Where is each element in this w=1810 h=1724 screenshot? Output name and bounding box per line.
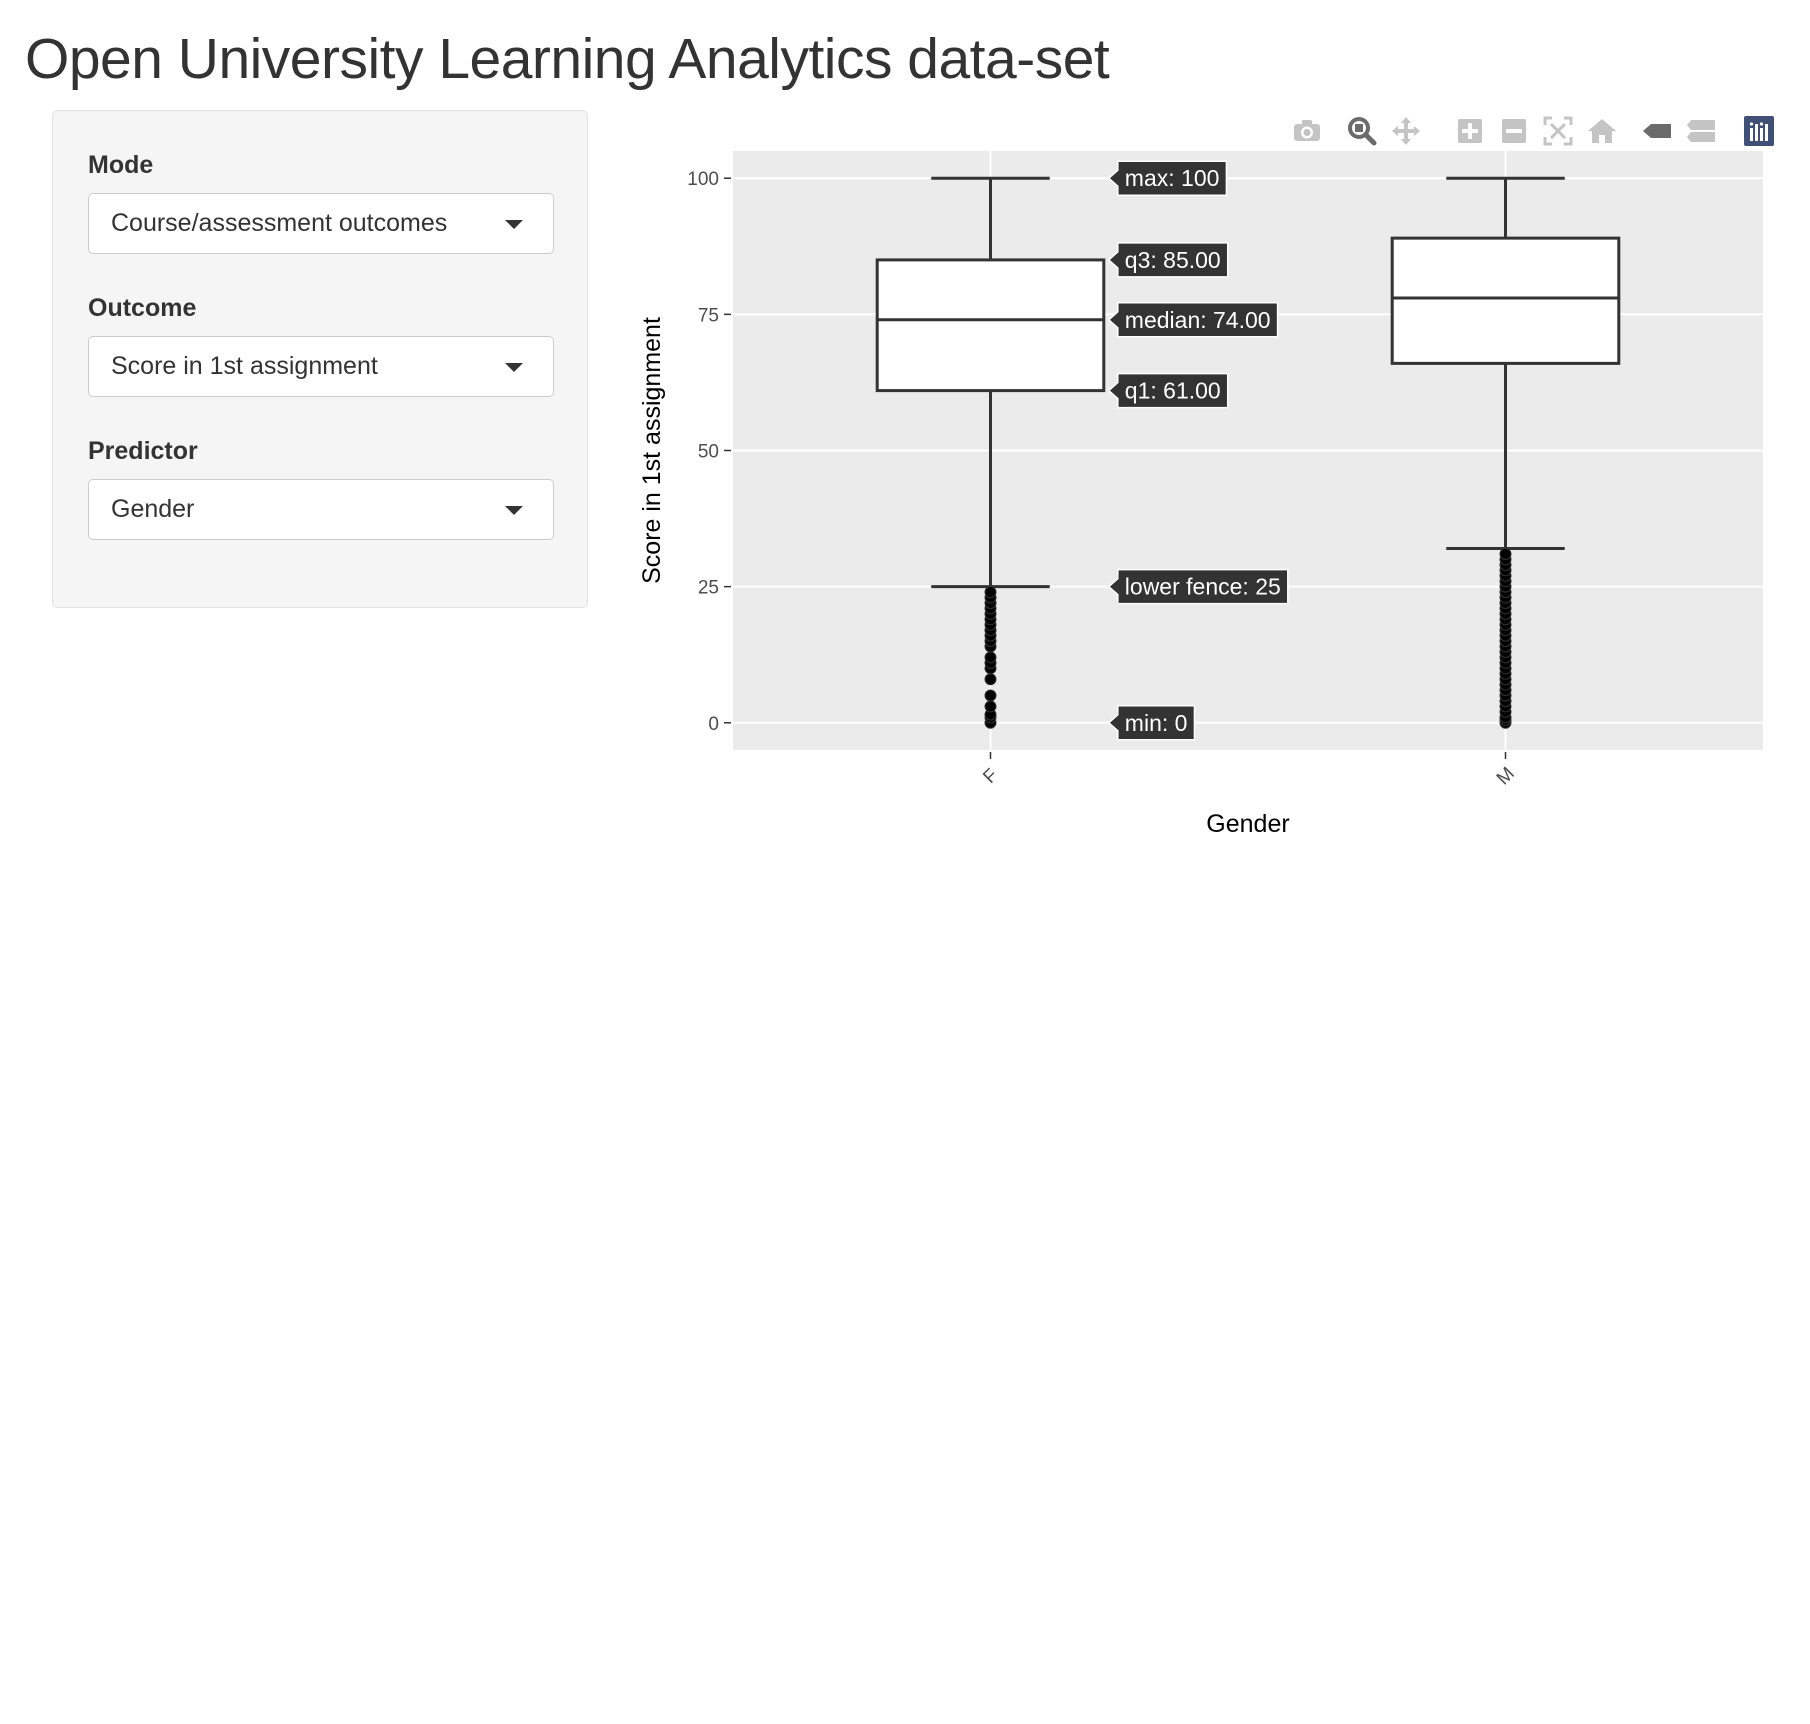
mode-label: Mode: [88, 151, 154, 179]
hover-label-background: [1107, 302, 1279, 338]
zoom-out-icon[interactable]: [1497, 114, 1531, 148]
zoom-in-icon[interactable]: [1453, 114, 1487, 148]
zoom-icon[interactable]: [1345, 114, 1379, 148]
hover-label: median: 74.00: [1107, 302, 1279, 338]
x-axis-title: Gender: [1206, 810, 1289, 838]
x-tick-label: F: [979, 765, 1002, 788]
outlier-point: [984, 586, 997, 599]
hover-label-background: [1107, 568, 1289, 605]
outlier-point: [984, 651, 997, 664]
reset-axes-icon[interactable]: [1585, 114, 1619, 148]
predictor-control: Predictor Gender: [88, 437, 554, 540]
y-axis-title: Score in 1st assignment: [640, 317, 666, 584]
y-tick-label: 100: [687, 169, 719, 190]
mode-select[interactable]: Course/assessment outcomes: [88, 193, 554, 254]
chevron-down-icon: [505, 220, 523, 229]
predictor-label: Predictor: [88, 437, 198, 465]
hover-label-background: [1107, 242, 1229, 278]
hover-label: lower fence: 25: [1107, 568, 1289, 605]
hover-label: q1: 61.00: [1107, 372, 1229, 409]
camera-icon[interactable]: [1290, 114, 1324, 148]
hover-label-background: [1107, 705, 1196, 741]
sidebar-panel: Mode Course/assessment outcomes Outcome …: [52, 110, 588, 608]
outlier-point: [984, 689, 997, 702]
hover-label: min: 0: [1107, 705, 1196, 741]
outlier-point: [984, 673, 997, 686]
hover-label-text: lower fence: 25: [1125, 574, 1281, 600]
predictor-select-value: Gender: [111, 495, 195, 523]
pan-icon[interactable]: [1389, 114, 1423, 148]
box-M[interactable]: [1390, 236, 1621, 365]
x-tick-label: M: [1493, 763, 1519, 789]
outcome-control: Outcome Score in 1st assignment: [88, 294, 554, 397]
page-title: Open University Learning Analytics data-…: [25, 27, 1110, 91]
plotly-logo-icon[interactable]: [1742, 114, 1776, 148]
y-tick-label: 50: [698, 442, 719, 463]
mode-control: Mode Course/assessment outcomes: [88, 151, 554, 254]
box-F[interactable]: [875, 258, 1106, 393]
outcome-label: Outcome: [88, 294, 197, 322]
hover-label-background: [1107, 160, 1228, 196]
outcome-select[interactable]: Score in 1st assignment: [88, 336, 554, 397]
hover-label-text: min: 0: [1125, 710, 1188, 736]
hover-label-text: median: 74.00: [1125, 307, 1271, 333]
hover-label: max: 100: [1107, 160, 1228, 196]
hover-label-text: q1: 61.00: [1125, 378, 1221, 404]
autoscale-icon[interactable]: [1541, 114, 1575, 148]
y-tick-label: 25: [698, 578, 719, 599]
hover-label-text: max: 100: [1125, 165, 1220, 191]
outlier-point: [984, 700, 997, 713]
mode-select-value: Course/assessment outcomes: [111, 209, 448, 237]
chevron-down-icon: [505, 506, 523, 515]
outcome-select-value: Score in 1st assignment: [111, 352, 378, 380]
hover-closest-icon[interactable]: [1640, 114, 1674, 148]
predictor-select[interactable]: Gender: [88, 479, 554, 540]
chevron-down-icon: [505, 363, 523, 372]
y-tick-label: 75: [698, 305, 719, 326]
outlier-point: [1499, 547, 1512, 560]
hover-label-background: [1107, 372, 1229, 409]
y-tick-label: 0: [708, 714, 719, 735]
hover-label-text: q3: 85.00: [1125, 247, 1221, 273]
hover-compare-icon[interactable]: [1684, 114, 1718, 148]
hover-label: q3: 85.00: [1107, 242, 1229, 278]
plot-modebar: [1280, 114, 1774, 150]
